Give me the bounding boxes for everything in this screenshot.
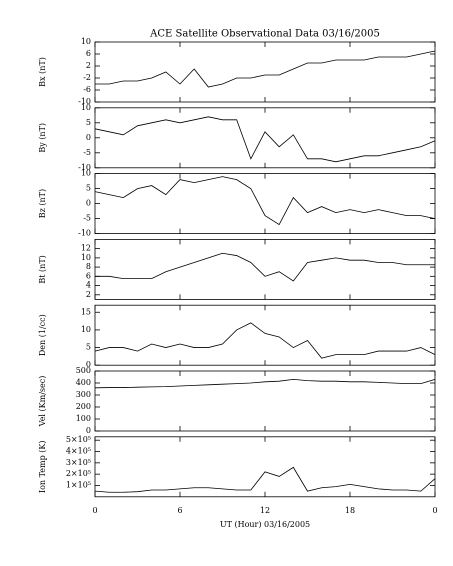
x-axis-label: UT (Hour) 03/16/2005: [220, 520, 310, 529]
y-tick-label: -10: [78, 229, 91, 238]
y-tick-label: -6: [83, 85, 91, 94]
y-axis-label: By (nT): [38, 123, 47, 153]
y-tick-label: 10: [81, 169, 91, 178]
x-tick-label: 12: [260, 506, 270, 515]
y-tick-label: 5: [86, 343, 91, 352]
y-axis-label: Den (1/cc): [38, 314, 47, 356]
y-axis-label: Bx (nT): [38, 57, 47, 87]
y-tick-label: -5: [83, 148, 91, 157]
y-axis-label: Ion Temp (K): [38, 441, 47, 494]
y-tick-label: 5: [86, 184, 91, 193]
chart-title: ACE Satellite Observational Data 03/16/2…: [149, 29, 380, 40]
y-tick-label: 100: [76, 414, 91, 423]
panel-frame: [94, 238, 436, 300]
x-tick-label: 0: [432, 506, 437, 515]
panel-frame: [94, 41, 436, 103]
y-tick-label: 1×10⁵: [66, 480, 91, 489]
y-tick-label: -2: [83, 73, 91, 82]
y-tick-label: 300: [76, 390, 91, 399]
y-tick-label: 2: [86, 61, 91, 70]
y-tick-label: 400: [76, 378, 91, 387]
data-line: [94, 176, 436, 226]
y-tick-label: 6: [86, 49, 91, 58]
y-axis-label: Vel (Km/sec): [38, 376, 47, 428]
y-tick-label: 4: [86, 281, 91, 290]
y-tick-label: 10: [81, 37, 91, 46]
y-axis-label: Bt (nT): [38, 255, 47, 283]
y-tick-label: 15: [81, 307, 91, 316]
y-tick-label: 5: [86, 118, 91, 127]
y-tick-label: 4×10⁵: [66, 447, 91, 456]
y-tick-label: 6: [86, 271, 91, 280]
panel-frame: [94, 107, 436, 169]
data-line: [95, 252, 435, 282]
y-tick-label: 10: [81, 325, 91, 334]
y-tick-label: 2: [86, 290, 91, 299]
y-tick-label: 5×10⁵: [66, 435, 91, 444]
data-line: [94, 378, 436, 389]
y-tick-label: -10: [78, 163, 91, 172]
y-tick-label: 0: [86, 426, 91, 435]
x-tick-label: 18: [345, 506, 355, 515]
y-tick-label: -5: [83, 214, 91, 223]
x-tick-label: 0: [92, 506, 97, 515]
y-tick-label: 12: [81, 244, 91, 253]
data-line: [95, 50, 436, 88]
y-tick-label: 2×10⁵: [66, 469, 91, 478]
y-tick-label: 3×10⁵: [66, 458, 91, 467]
y-tick-label: 200: [76, 402, 91, 411]
panel-frame: [94, 370, 436, 432]
y-tick-label: 0: [86, 133, 91, 142]
y-tick-label: 10: [81, 253, 91, 262]
y-tick-label: -10: [78, 97, 91, 106]
y-tick-label: 0: [86, 199, 91, 208]
y-tick-label: 8: [86, 262, 91, 271]
data-line: [94, 322, 436, 359]
y-tick-label: 500: [76, 366, 91, 375]
x-tick-label: 6: [177, 506, 182, 515]
y-axis-label: Bz (nT): [38, 189, 47, 218]
data-line: [94, 466, 436, 493]
y-tick-label: 0: [86, 360, 91, 369]
data-line: [94, 116, 436, 163]
panel-frame: [94, 173, 436, 235]
panel-frame: [94, 436, 436, 498]
y-tick-label: 10: [81, 103, 91, 112]
panel-frame: [94, 304, 436, 366]
